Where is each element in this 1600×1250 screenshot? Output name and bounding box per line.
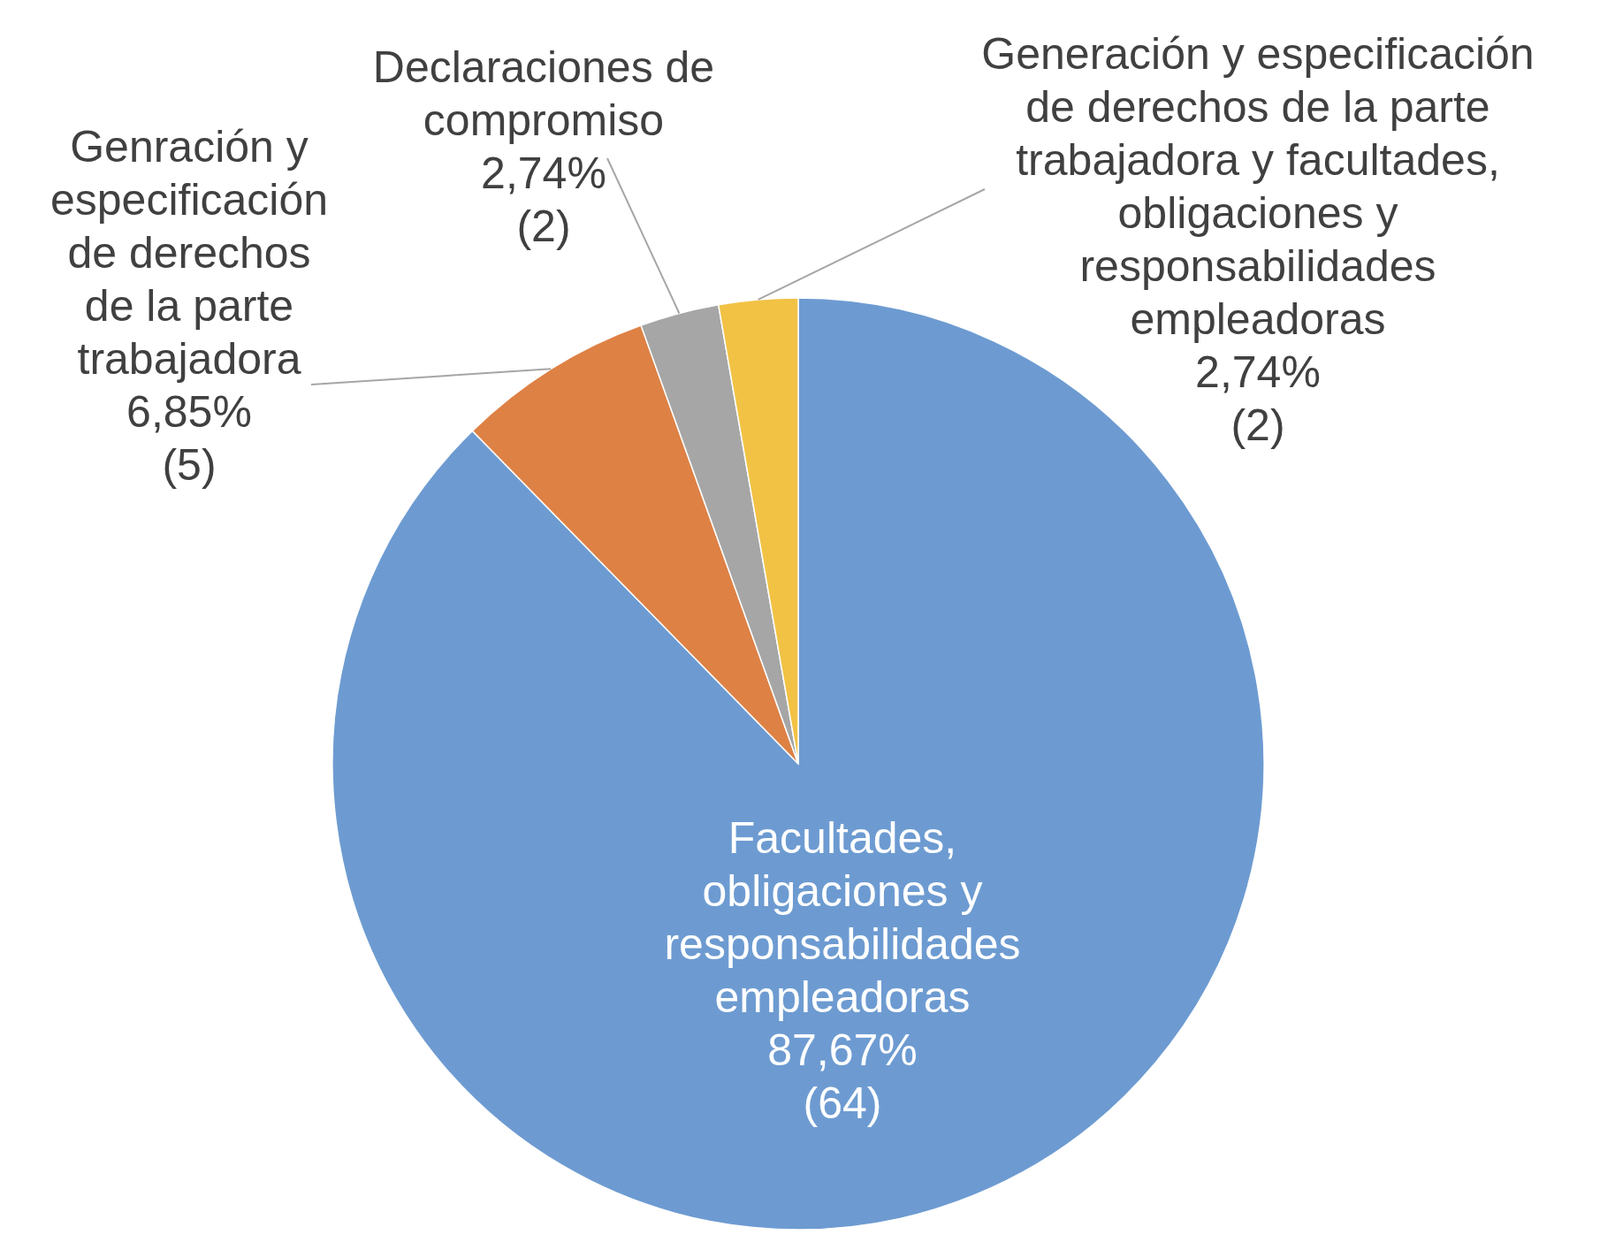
label-line: responsabilidades (663, 919, 1021, 969)
label-line: obligaciones y (1118, 188, 1399, 238)
slice-value-label: 2,74% (1195, 347, 1321, 397)
leader-lines (311, 158, 985, 385)
label-line: Declaraciones de (373, 42, 715, 92)
label-line: de la parte (84, 281, 294, 331)
label-line: de derechos de la parte (1025, 82, 1490, 132)
label-line: Generación y especificación (981, 29, 1534, 79)
label-line: Facultades, (728, 813, 957, 863)
slice-count-label: (5) (161, 440, 216, 490)
data-labels: Facultades,obligaciones yresponsabilidad… (50, 29, 1535, 1128)
chart-svg: Facultades,obligaciones yresponsabilidad… (0, 0, 1600, 1250)
label-line: trabajadora (77, 334, 302, 384)
label-line: Genración y (69, 121, 309, 172)
label-line: compromiso (423, 95, 664, 145)
leader-line (607, 158, 679, 313)
slice-category-label: Generación y especificaciónde derechos d… (981, 29, 1534, 344)
slice-count-label: (64) (803, 1078, 883, 1128)
leader-line (758, 189, 985, 300)
slice-value-label: 2,74% (480, 148, 607, 199)
slice-value-label: 87,67% (767, 1025, 918, 1075)
slice-count-label: (2) (1230, 400, 1285, 450)
slice-category-label: Declaraciones decompromiso (373, 42, 715, 145)
label-line: empleadoras (714, 972, 970, 1022)
pie-slices (332, 297, 1265, 1230)
pie-slice (332, 297, 1265, 1230)
chart-container: Facultades,obligaciones yresponsabilidad… (0, 0, 1600, 1250)
label-line: obligaciones y (702, 866, 983, 916)
label-line: responsabilidades (1079, 241, 1436, 291)
label-line: empleadoras (1129, 294, 1386, 344)
label-line: de derechos (67, 228, 311, 278)
slice-category-label: Facultades,obligaciones yresponsabilidad… (663, 813, 1021, 1022)
slice-value-label: 6,85% (126, 387, 252, 437)
slice-count-label: (2) (516, 201, 571, 252)
leader-line (311, 368, 551, 385)
label-line: especificación (50, 175, 328, 225)
slice-category-label: Genración yespecificaciónde derechosde l… (50, 121, 328, 384)
label-line: trabajadora y facultades, (1015, 135, 1501, 185)
pie-slice (718, 297, 799, 764)
